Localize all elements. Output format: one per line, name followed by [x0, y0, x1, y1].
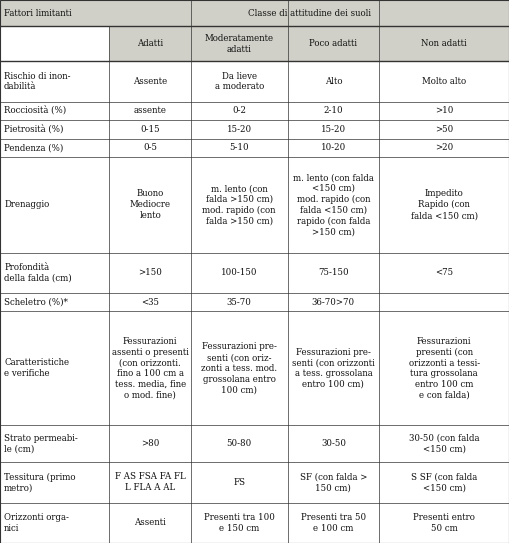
- Text: 15-20: 15-20: [321, 125, 346, 134]
- Text: Assenti: Assenti: [134, 518, 166, 527]
- Text: 30-50: 30-50: [321, 439, 346, 448]
- Text: 5-10: 5-10: [230, 143, 249, 152]
- Text: Assente: Assente: [133, 77, 167, 86]
- Text: 0-5: 0-5: [143, 143, 157, 152]
- Text: Presenti tra 50
e 100 cm: Presenti tra 50 e 100 cm: [301, 513, 366, 533]
- Text: F AS FSA FA FL
L FLA A AL: F AS FSA FA FL L FLA A AL: [115, 472, 185, 492]
- Text: 15-20: 15-20: [227, 125, 252, 134]
- Text: Rischio di inon-
dabilità: Rischio di inon- dabilità: [4, 72, 71, 91]
- Text: Adatti: Adatti: [137, 39, 163, 48]
- Bar: [0, 0, 509, 26]
- Text: Molto alto: Molto alto: [422, 77, 466, 86]
- Text: 10-20: 10-20: [321, 143, 346, 152]
- Text: Non adatti: Non adatti: [421, 39, 467, 48]
- Text: Pietrosità (%): Pietrosità (%): [4, 125, 64, 134]
- Text: Fattori limitanti: Fattori limitanti: [4, 9, 72, 17]
- Text: 75-150: 75-150: [318, 268, 349, 277]
- Text: Drenaggio: Drenaggio: [4, 200, 49, 209]
- Text: >20: >20: [435, 143, 453, 152]
- Text: <75: <75: [435, 268, 453, 277]
- Text: 36-70>70: 36-70>70: [312, 298, 355, 307]
- Text: Scheletro (%)*: Scheletro (%)*: [4, 298, 68, 307]
- Text: SF (con falda >
150 cm): SF (con falda > 150 cm): [300, 472, 367, 492]
- Text: Buono
Mediocre
lento: Buono Mediocre lento: [130, 190, 171, 220]
- Text: Orizzonti orga-
nici: Orizzonti orga- nici: [4, 513, 69, 533]
- Text: Rocciosità (%): Rocciosità (%): [4, 106, 66, 116]
- Text: 2-10: 2-10: [324, 106, 343, 116]
- Text: m. lento (con
falda >150 cm)
mod. rapido (con
falda >150 cm): m. lento (con falda >150 cm) mod. rapido…: [203, 184, 276, 225]
- Text: >150: >150: [138, 268, 162, 277]
- Text: <35: <35: [141, 298, 159, 307]
- Text: >80: >80: [141, 439, 159, 448]
- Text: Caratteristiche
e verifiche: Caratteristiche e verifiche: [4, 358, 69, 378]
- Text: FS: FS: [233, 478, 245, 487]
- Text: Da lieve
a moderato: Da lieve a moderato: [215, 72, 264, 91]
- Text: Moderatamente
adatti: Moderatamente adatti: [205, 34, 274, 54]
- Text: Fessurazioni
assenti o presenti
(con orizzonti.
fino a 100 cm a
tess. media, fin: Fessurazioni assenti o presenti (con ori…: [111, 337, 189, 400]
- Text: assente: assente: [134, 106, 166, 116]
- Text: 50-80: 50-80: [227, 439, 252, 448]
- Text: Presenti tra 100
e 150 cm: Presenti tra 100 e 150 cm: [204, 513, 275, 533]
- Text: S SF (con falda
<150 cm): S SF (con falda <150 cm): [411, 472, 477, 492]
- Text: >50: >50: [435, 125, 453, 134]
- Text: 0-2: 0-2: [232, 106, 246, 116]
- Text: Poco adatti: Poco adatti: [309, 39, 357, 48]
- Text: Presenti entro
50 cm: Presenti entro 50 cm: [413, 513, 475, 533]
- Text: 100-150: 100-150: [221, 268, 258, 277]
- Text: Fessurazioni pre-
senti (con orizzonti
a tess. grossolana
entro 100 cm): Fessurazioni pre- senti (con orizzonti a…: [292, 348, 375, 389]
- Text: 0-15: 0-15: [140, 125, 160, 134]
- Text: Impedito
Rapido (con
falda <150 cm): Impedito Rapido (con falda <150 cm): [411, 190, 477, 220]
- Bar: [109, 26, 509, 61]
- Text: Tessitura (primo
metro): Tessitura (primo metro): [4, 472, 75, 493]
- Text: 35-70: 35-70: [227, 298, 251, 307]
- Text: Fessurazioni pre-
senti (con oriz-
zonti a tess. mod.
grossolana entro
100 cm): Fessurazioni pre- senti (con oriz- zonti…: [201, 342, 277, 394]
- Text: 30-50 (con falda
<150 cm): 30-50 (con falda <150 cm): [409, 434, 479, 453]
- Text: Strato permeabi-
le (cm): Strato permeabi- le (cm): [4, 434, 78, 453]
- Text: >10: >10: [435, 106, 454, 116]
- Text: Alto: Alto: [325, 77, 342, 86]
- Text: Profondità
della falda (cm): Profondità della falda (cm): [4, 263, 72, 283]
- Text: m. lento (con falda
<150 cm)
mod. rapido (con
falda <150 cm)
rapido (con falda
>: m. lento (con falda <150 cm) mod. rapido…: [293, 173, 374, 236]
- Text: Fessurazioni
presenti (con
orizzonti a tessi-
tura grossolana
entro 100 cm
e con: Fessurazioni presenti (con orizzonti a t…: [409, 337, 479, 400]
- Text: Pendenza (%): Pendenza (%): [4, 143, 64, 152]
- Text: Classe di attitudine dei suoli: Classe di attitudine dei suoli: [248, 9, 371, 17]
